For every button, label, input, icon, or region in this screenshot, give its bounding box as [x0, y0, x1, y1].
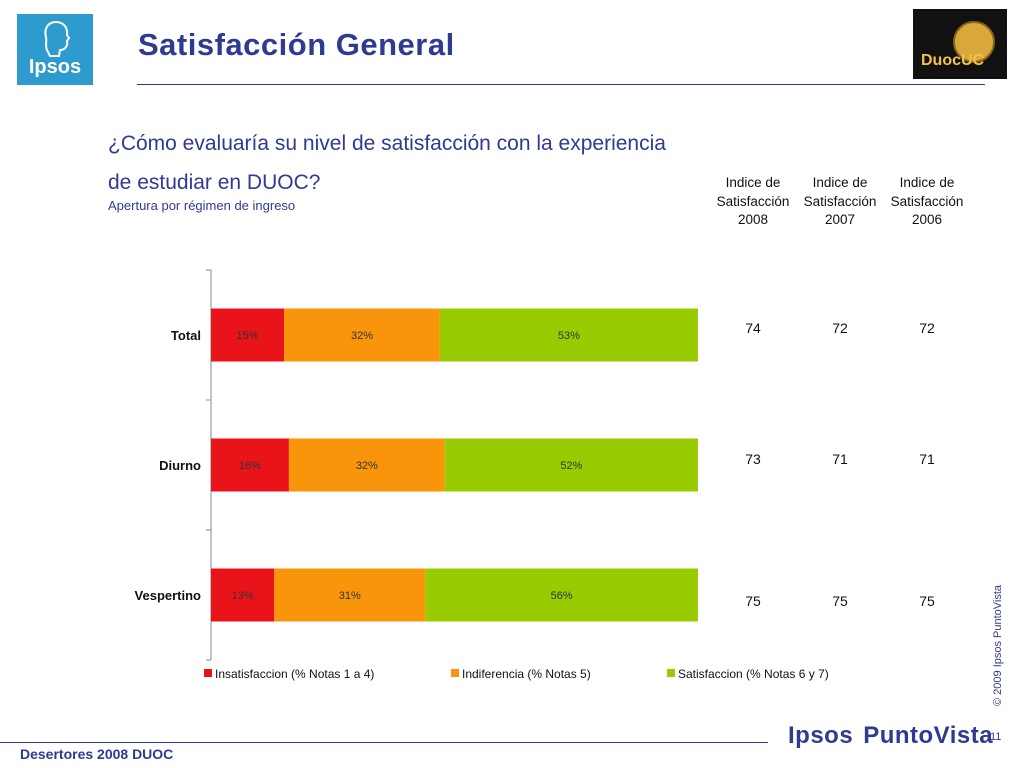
page-title: Satisfacción General: [138, 27, 455, 62]
index-value: 75: [832, 593, 848, 609]
question-line-1: ¿Cómo evaluaría su nivel de satisfacción…: [108, 132, 666, 155]
head-profile-icon: [44, 20, 71, 57]
ipsos-logo: Ipsos: [17, 14, 93, 85]
index-header-year: 2007: [824, 212, 856, 227]
index-header-2007: Indice de Satisfacción 2007: [796, 174, 884, 230]
index-value: 72: [919, 320, 935, 336]
index-value: 72: [832, 320, 848, 336]
page-number: 11: [990, 731, 1002, 743]
index-header-line: Satisfacción: [890, 193, 964, 209]
question: ¿Cómo evaluaría su nivel de satisfacción…: [108, 124, 728, 202]
data-label: 32%: [351, 330, 373, 342]
title-divider: [137, 84, 985, 85]
index-header-year: 2008: [737, 212, 769, 227]
index-header-year: 2006: [911, 212, 943, 227]
index-value: 74: [745, 320, 761, 336]
question-line-2: de estudiar en DUOC?: [108, 171, 321, 194]
data-label: 15%: [237, 330, 259, 342]
duoc-logo-text: DuocUC: [921, 52, 985, 69]
category-label: Total: [171, 328, 201, 343]
footer-brand-b: PuntoVista: [863, 722, 994, 749]
copyright: © 2009 Ipsos PuntoVista: [992, 584, 1004, 706]
index-value: 71: [832, 451, 848, 467]
index-header-line: Satisfacción: [803, 193, 877, 209]
legend-swatch: [204, 669, 212, 677]
duoc-logo: DuocUC: [913, 9, 1007, 79]
bar-segment: [211, 438, 289, 492]
data-label: 16%: [239, 460, 261, 472]
category-label: Vespertino: [135, 588, 202, 603]
ipsos-logo-text: Ipsos: [28, 56, 82, 78]
seal-icon: [953, 21, 995, 63]
data-label: 13%: [232, 590, 254, 602]
legend-swatch: [667, 669, 675, 677]
data-label: 53%: [558, 330, 580, 342]
index-header-line: Indice de: [899, 175, 955, 190]
index-value: 75: [919, 593, 935, 609]
legend-label: Insatisfaccion (% Notas 1 a 4): [215, 667, 374, 681]
data-label: 52%: [560, 460, 582, 472]
bar-segment: [284, 308, 440, 362]
index-value: 71: [919, 451, 935, 467]
subtitle: Apertura por régimen de ingreso: [108, 198, 296, 213]
index-header-2008: Indice de Satisfacción 2008: [709, 174, 797, 230]
legend-swatch: [451, 669, 459, 677]
index-header-line: Satisfacción: [716, 193, 790, 209]
index-header-line: Indice de: [812, 175, 868, 190]
bar-segment: [425, 568, 698, 622]
bar-segment: [211, 308, 285, 362]
data-label: 31%: [339, 590, 361, 602]
data-label: 32%: [356, 460, 378, 472]
bar-segment: [444, 438, 698, 492]
footer-study-name: Desertores 2008 DUOC: [20, 746, 174, 762]
index-value: 73: [745, 451, 761, 467]
bar-segment: [288, 438, 445, 492]
index-value: 75: [745, 593, 761, 609]
bar-segment: [439, 308, 698, 362]
bar-segment: [211, 568, 275, 622]
legend-label: Satisfaccion (% Notas 6 y 7): [678, 667, 829, 681]
data-label: 56%: [551, 590, 573, 602]
footer-brand: Ipsos PuntoVista: [788, 722, 993, 750]
category-label: Diurno: [159, 458, 201, 473]
footer-divider: [0, 742, 768, 743]
legend-label: Indiferencia (% Notas 5): [462, 667, 591, 681]
stacked-bar-chart: Total 15% 32% 53% Diurno 16% 32% 52% Vespertino 1…: [135, 269, 829, 681]
index-header-2006: Indice de Satisfacción 2006: [883, 174, 971, 230]
index-header-line: Indice de: [725, 175, 781, 190]
footer-brand-a: Ipsos: [788, 722, 854, 749]
bar-segment: [274, 568, 426, 622]
